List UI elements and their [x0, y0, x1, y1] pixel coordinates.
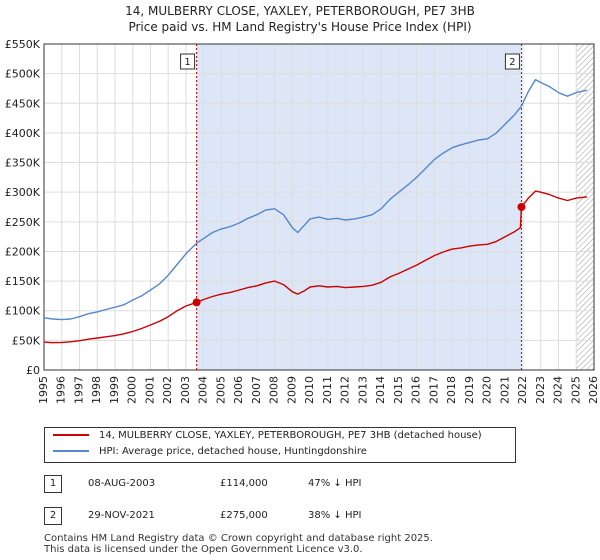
sale-label-box	[180, 53, 196, 70]
transaction-date: 29-NOV-2021	[88, 510, 155, 521]
y-tick-label: £50K	[12, 334, 41, 347]
x-tick-label: 2018	[445, 376, 458, 404]
transaction-hpi-diff: 47% ↓ HPI	[308, 478, 362, 489]
sale-label-number: 2	[509, 57, 515, 68]
footer-licence: This data is licensed under the Open Gov…	[44, 544, 363, 555]
x-tick-label: 2019	[463, 376, 476, 404]
sale-label-box	[504, 53, 520, 70]
x-tick-label: 2011	[321, 376, 334, 404]
footer-copyright: Contains HM Land Registry data © Crown c…	[44, 533, 433, 544]
transaction-price: £275,000	[220, 510, 268, 521]
hpi-series-line	[43, 78, 588, 321]
chart-title: 14, MULBERRY CLOSE, YAXLEY, PETERBOROUGH…	[125, 4, 475, 18]
transaction-number-badge: 1	[44, 475, 62, 493]
y-tick-label: £150K	[5, 275, 41, 288]
transaction-date: 08-AUG-2003	[88, 478, 156, 489]
legend-item-property: 14, MULBERRY CLOSE, YAXLEY, PETERBOROUGH…	[53, 428, 482, 444]
x-tick-label: 2025	[569, 376, 582, 404]
x-tick-label: 2012	[339, 376, 352, 404]
x-tick-label: 2020	[481, 376, 494, 404]
chart-subtitle: Price paid vs. HM Land Registry's House …	[128, 20, 472, 34]
x-tick-label: 2004	[197, 376, 210, 404]
transaction-hpi-diff: 38% ↓ HPI	[308, 510, 362, 521]
transaction-number-badge: 2	[44, 507, 62, 525]
forecast-hatch	[576, 44, 594, 370]
y-tick-label: £550K	[5, 38, 41, 51]
x-tick-label: 2010	[303, 376, 316, 404]
x-tick-label: 1998	[90, 376, 103, 404]
x-tick-label: 1995	[37, 376, 50, 404]
x-tick-label: 2021	[498, 376, 511, 404]
y-tick-label: £200K	[5, 245, 41, 258]
x-tick-label: 2013	[356, 376, 369, 404]
y-tick-label: £400K	[5, 127, 41, 140]
transaction-price: £114,000	[220, 478, 268, 489]
x-tick-label: 2015	[392, 376, 405, 404]
x-tick-label: 2016	[410, 376, 423, 404]
legend-item-hpi: HPI: Average price, detached house, Hunt…	[53, 444, 367, 460]
x-tick-label: 2002	[161, 376, 174, 404]
legend: 14, MULBERRY CLOSE, YAXLEY, PETERBOROUGH…	[44, 427, 516, 463]
y-tick-label: £350K	[5, 157, 41, 170]
x-tick-label: 1999	[108, 376, 121, 404]
x-tick-label: 2003	[179, 376, 192, 404]
y-tick-label: £300K	[5, 186, 41, 199]
x-tick-label: 2017	[427, 376, 440, 404]
sale-label-number: 1	[184, 57, 190, 68]
legend-swatch-property	[53, 434, 89, 436]
x-tick-label: 2014	[374, 376, 387, 404]
y-tick-label: £250K	[5, 216, 41, 229]
x-tick-label: 1997	[72, 376, 85, 404]
x-tick-label: 2000	[126, 376, 139, 404]
x-tick-label: 2022	[516, 376, 529, 404]
y-tick-label: £500K	[5, 68, 41, 81]
x-tick-label: 2006	[232, 376, 245, 404]
sale-point	[517, 203, 526, 211]
x-tick-label: 2009	[285, 376, 298, 404]
x-tick-label: 2007	[250, 376, 263, 404]
property-series-line	[43, 190, 587, 344]
sale-point	[192, 298, 201, 307]
x-tick-label: 2008	[268, 376, 281, 404]
legend-label-property: 14, MULBERRY CLOSE, YAXLEY, PETERBOROUGH…	[99, 430, 482, 441]
y-tick-label: £0	[26, 364, 40, 377]
y-tick-label: £450K	[5, 97, 41, 110]
ownership-shade	[196, 44, 522, 370]
legend-label-hpi: HPI: Average price, detached house, Hunt…	[99, 446, 367, 457]
x-tick-label: 1996	[55, 376, 68, 404]
x-tick-label: 2024	[552, 376, 565, 404]
x-tick-label: 2026	[587, 376, 600, 404]
x-tick-label: 2001	[143, 376, 156, 404]
y-tick-label: £100K	[5, 305, 41, 318]
x-tick-label: 2023	[534, 376, 547, 404]
price-chart: £0 £50K £100K £150K £200K £250K £300K £350K £400…	[5, 38, 600, 404]
legend-swatch-hpi	[53, 450, 89, 452]
plot-frame	[43, 43, 595, 371]
x-tick-label: 2005	[214, 376, 227, 404]
